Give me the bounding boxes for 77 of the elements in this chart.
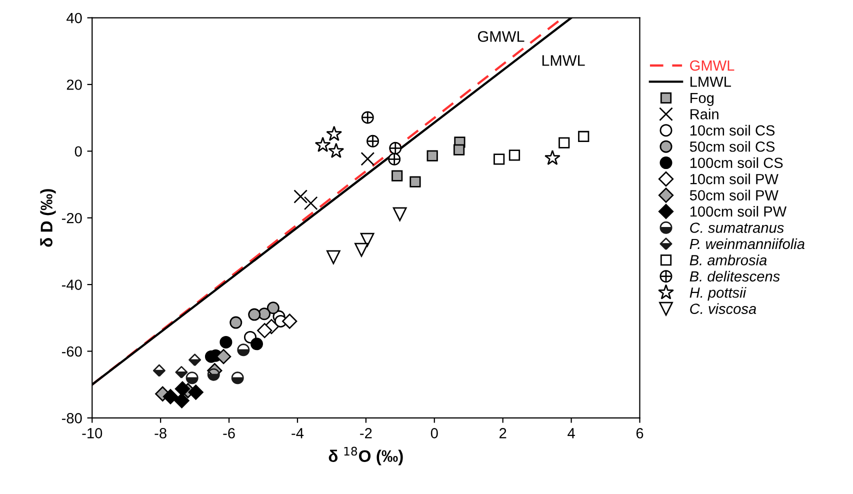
point — [216, 349, 232, 364]
point — [188, 384, 204, 400]
x-tick-label: 2 — [500, 428, 506, 438]
point — [410, 176, 421, 188]
point — [231, 372, 244, 384]
point — [544, 150, 560, 166]
point — [304, 196, 318, 210]
x-tick-label: 6 — [636, 428, 644, 438]
point — [258, 308, 271, 320]
point — [508, 150, 520, 161]
point — [188, 354, 202, 366]
point — [174, 381, 190, 396]
legend-label: 50cm soil PW — [690, 190, 778, 200]
legend-label: C. sumatranus — [690, 222, 784, 233]
point — [388, 152, 401, 166]
point — [152, 364, 166, 377]
point — [360, 232, 374, 247]
x-axis-title: δ $^{18}$O (‰) — [328, 446, 403, 466]
point — [207, 368, 220, 381]
legend-label: 10cm soil PW — [690, 174, 778, 184]
point — [314, 136, 331, 152]
x-tick-label: -2 — [360, 428, 372, 438]
x-tick-label: -6 — [223, 428, 235, 438]
point — [294, 190, 308, 204]
point — [354, 242, 368, 257]
x-tick-label: -8 — [154, 428, 166, 438]
y-tick-label: 40 — [66, 12, 82, 24]
legend-label: H. pottsii — [690, 287, 746, 301]
legend-label: C. viscosa — [690, 303, 756, 314]
legend-label: Rain — [690, 108, 718, 120]
point — [257, 322, 272, 338]
y-tick-label: -60 — [62, 346, 82, 357]
point — [326, 126, 342, 142]
point — [175, 366, 188, 378]
annotation: LMWL — [542, 55, 585, 66]
point — [174, 393, 190, 408]
point — [220, 336, 232, 348]
x-tick-label: 4 — [568, 428, 575, 438]
x-tick-label: 0 — [430, 428, 438, 438]
point — [578, 130, 590, 142]
point — [162, 389, 178, 404]
point — [328, 142, 344, 158]
point — [326, 250, 340, 264]
point — [237, 344, 250, 356]
y-tick-label: 0 — [74, 146, 82, 157]
annotation: GMWL — [478, 31, 524, 42]
point — [494, 154, 505, 165]
legend-label: 50cm soil CS — [690, 141, 775, 152]
point — [392, 207, 407, 222]
point — [366, 134, 380, 148]
x-tick-label: -10 — [82, 428, 102, 438]
legend-label: B. delitescens — [690, 270, 780, 282]
point — [392, 170, 403, 182]
legend-label: 100cm soil PW — [690, 206, 787, 217]
legend-label: 100cm soil CS — [690, 157, 783, 168]
point — [250, 338, 264, 350]
y-tick-label: 20 — [66, 80, 82, 90]
point — [453, 144, 465, 156]
y-tick-label: -80 — [62, 413, 82, 424]
legend-label: P. weinmanniifolia — [690, 238, 804, 250]
point — [282, 314, 298, 329]
legend-label: B. ambrosia — [690, 254, 767, 266]
legend-label: GMWL — [690, 60, 734, 71]
y-tick-label: -40 — [62, 280, 82, 290]
legend-label: 10cm soil CS — [690, 124, 775, 136]
y-axis-title: δ D (‰) — [40, 189, 56, 247]
point — [230, 316, 242, 329]
point — [426, 150, 438, 162]
y-tick-label: -20 — [62, 212, 82, 224]
point — [266, 302, 280, 314]
legend-label: Fog — [690, 92, 714, 106]
point — [186, 372, 198, 384]
x-tick-label: -4 — [292, 428, 304, 438]
point — [360, 152, 375, 166]
point — [248, 308, 261, 321]
point — [558, 137, 570, 148]
legend-label: LMWL — [690, 76, 731, 87]
